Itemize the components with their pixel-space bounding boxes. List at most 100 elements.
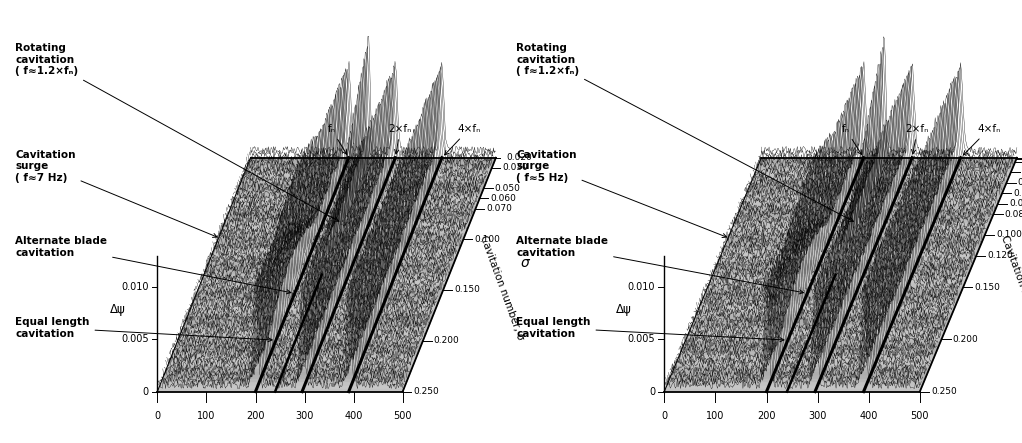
Text: 0.150: 0.150 bbox=[454, 285, 480, 295]
Polygon shape bbox=[162, 375, 410, 378]
Text: fₙ: fₙ bbox=[842, 124, 862, 155]
Polygon shape bbox=[687, 334, 943, 338]
Polygon shape bbox=[684, 341, 941, 344]
Polygon shape bbox=[757, 164, 1014, 168]
Text: 0.060: 0.060 bbox=[491, 194, 516, 203]
Polygon shape bbox=[706, 287, 964, 290]
Polygon shape bbox=[727, 239, 983, 242]
Polygon shape bbox=[708, 283, 965, 287]
Polygon shape bbox=[180, 330, 427, 334]
Polygon shape bbox=[760, 158, 1017, 161]
Polygon shape bbox=[212, 253, 458, 256]
Text: 0.010: 0.010 bbox=[121, 282, 148, 292]
Text: 0.005: 0.005 bbox=[628, 334, 655, 344]
Text: Alternate blade
cavitation: Alternate blade cavitation bbox=[516, 236, 803, 294]
Polygon shape bbox=[245, 168, 492, 171]
Text: Cavitation number, σ: Cavitation number, σ bbox=[998, 234, 1022, 342]
Polygon shape bbox=[175, 344, 422, 348]
Text: Rotating
cavitation
( f≈1.2×fₙ): Rotating cavitation ( f≈1.2×fₙ) bbox=[15, 43, 339, 222]
Text: 0.010: 0.010 bbox=[628, 282, 655, 292]
Polygon shape bbox=[240, 182, 486, 185]
Polygon shape bbox=[202, 276, 449, 280]
Polygon shape bbox=[160, 381, 407, 385]
Polygon shape bbox=[693, 320, 949, 324]
Polygon shape bbox=[188, 310, 435, 314]
Polygon shape bbox=[196, 290, 444, 293]
Polygon shape bbox=[161, 378, 408, 381]
Text: 0.050: 0.050 bbox=[1018, 178, 1022, 187]
Polygon shape bbox=[157, 388, 404, 392]
Text: 4×fₙ: 4×fₙ bbox=[964, 124, 1001, 155]
Polygon shape bbox=[709, 280, 966, 283]
Polygon shape bbox=[166, 368, 412, 371]
Polygon shape bbox=[236, 192, 482, 195]
Text: 200: 200 bbox=[246, 411, 265, 421]
Text: 0.080: 0.080 bbox=[1005, 210, 1022, 218]
Polygon shape bbox=[244, 171, 491, 175]
Polygon shape bbox=[751, 178, 1009, 182]
Text: 400: 400 bbox=[344, 411, 363, 421]
Polygon shape bbox=[220, 232, 466, 236]
Polygon shape bbox=[192, 300, 439, 303]
Text: 200: 200 bbox=[757, 411, 776, 421]
Text: 0: 0 bbox=[142, 387, 148, 396]
Polygon shape bbox=[186, 317, 432, 320]
Polygon shape bbox=[747, 188, 1005, 192]
Polygon shape bbox=[704, 293, 961, 297]
Polygon shape bbox=[665, 385, 923, 388]
Polygon shape bbox=[233, 198, 479, 202]
Polygon shape bbox=[199, 283, 446, 287]
Polygon shape bbox=[753, 175, 1010, 178]
Polygon shape bbox=[715, 266, 972, 270]
Polygon shape bbox=[670, 375, 927, 378]
Polygon shape bbox=[190, 307, 436, 310]
Polygon shape bbox=[170, 358, 416, 361]
Polygon shape bbox=[228, 212, 474, 215]
Text: 0.120: 0.120 bbox=[987, 251, 1013, 260]
Polygon shape bbox=[697, 310, 954, 314]
Polygon shape bbox=[680, 351, 937, 354]
Text: 0.060: 0.060 bbox=[1014, 189, 1022, 198]
Text: 0.050: 0.050 bbox=[495, 184, 520, 193]
Polygon shape bbox=[694, 317, 950, 320]
Polygon shape bbox=[221, 229, 467, 232]
Polygon shape bbox=[677, 358, 934, 361]
Polygon shape bbox=[182, 327, 428, 330]
Polygon shape bbox=[679, 354, 935, 358]
Text: Rotating
cavitation
( f≈1.2×fₙ): Rotating cavitation ( f≈1.2×fₙ) bbox=[516, 43, 853, 222]
Text: 100: 100 bbox=[197, 411, 216, 421]
Polygon shape bbox=[691, 324, 948, 327]
Text: 4×fₙ: 4×fₙ bbox=[445, 124, 480, 155]
Polygon shape bbox=[238, 185, 485, 188]
Polygon shape bbox=[744, 195, 1002, 198]
Text: 0.070: 0.070 bbox=[486, 204, 512, 213]
Polygon shape bbox=[742, 202, 998, 205]
Polygon shape bbox=[698, 307, 955, 310]
Polygon shape bbox=[683, 344, 939, 348]
Text: 0: 0 bbox=[154, 411, 160, 421]
Polygon shape bbox=[705, 290, 962, 293]
Polygon shape bbox=[675, 365, 931, 368]
Polygon shape bbox=[242, 175, 490, 178]
Polygon shape bbox=[222, 225, 469, 229]
Text: 500: 500 bbox=[911, 411, 929, 421]
Text: 0.100: 0.100 bbox=[474, 234, 500, 244]
Polygon shape bbox=[183, 324, 429, 327]
Text: Cavitation
surge
( f≈7 Hz): Cavitation surge ( f≈7 Hz) bbox=[15, 150, 217, 237]
Polygon shape bbox=[158, 385, 406, 388]
Polygon shape bbox=[206, 266, 453, 270]
Polygon shape bbox=[191, 303, 437, 307]
Text: Equal length
cavitation: Equal length cavitation bbox=[516, 317, 784, 342]
Text: 100: 100 bbox=[706, 411, 725, 421]
Text: 300: 300 bbox=[808, 411, 827, 421]
Polygon shape bbox=[733, 222, 990, 225]
Polygon shape bbox=[216, 242, 462, 246]
Polygon shape bbox=[699, 303, 957, 307]
Text: 400: 400 bbox=[860, 411, 878, 421]
Text: fₙ: fₙ bbox=[328, 124, 346, 155]
Text: 0.200: 0.200 bbox=[953, 335, 978, 344]
Polygon shape bbox=[731, 229, 987, 232]
Polygon shape bbox=[695, 314, 953, 317]
Polygon shape bbox=[241, 178, 487, 182]
Polygon shape bbox=[169, 361, 415, 365]
